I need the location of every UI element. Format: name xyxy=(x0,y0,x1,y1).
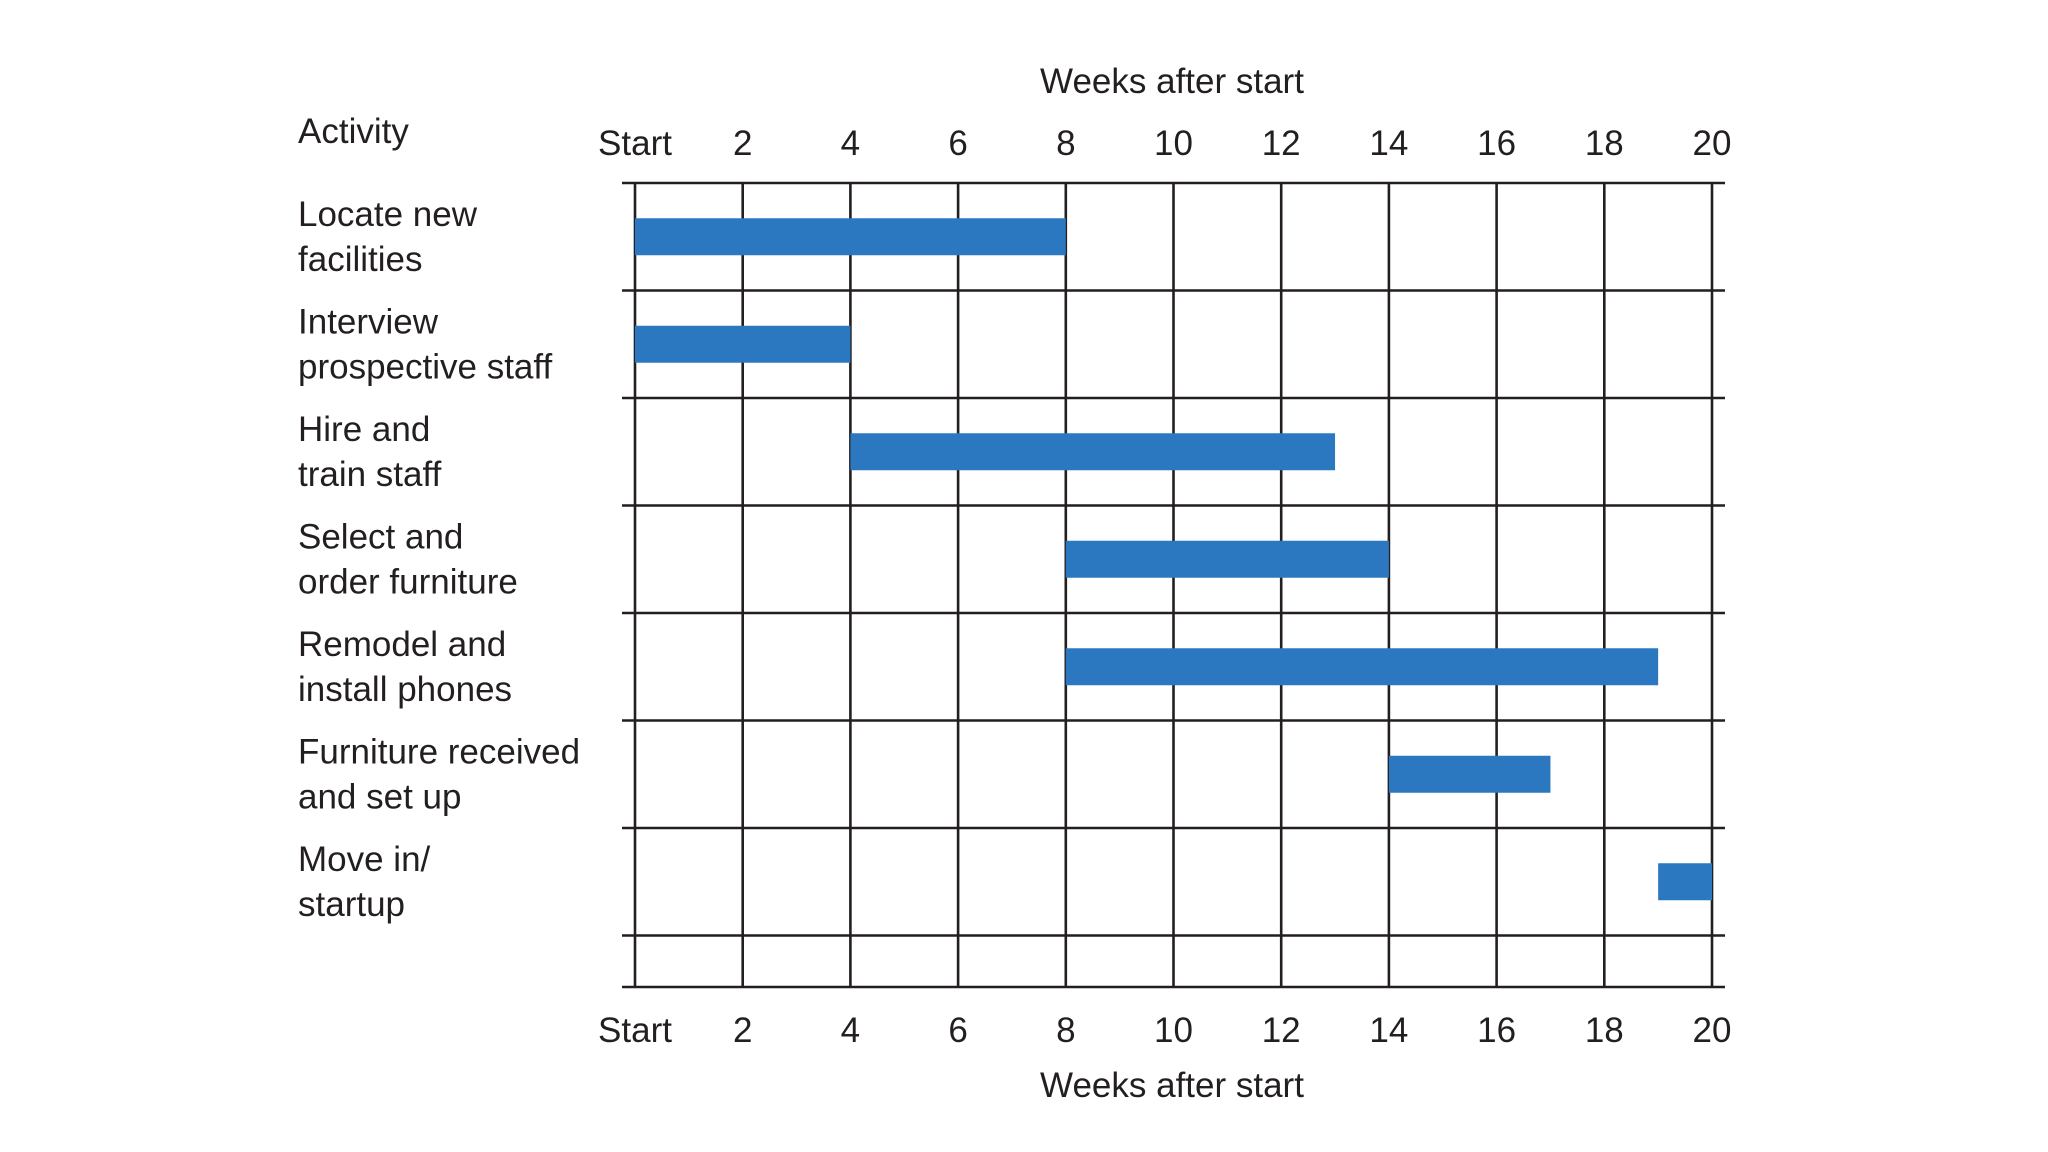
activity-label: Remodel and install phones xyxy=(298,625,512,709)
x-axis-title-bottom: Weeks after start xyxy=(1040,1066,1304,1105)
activity-label-line: and set up xyxy=(298,778,461,817)
bottom-tick-label: 16 xyxy=(1477,1011,1516,1050)
grid-lines xyxy=(622,181,1725,989)
activity-label: Furniture received and set up xyxy=(298,733,580,817)
bottom-tick-label: 2 xyxy=(733,1011,752,1050)
top-tick-label: 8 xyxy=(1056,124,1075,163)
top-tick-label: 14 xyxy=(1369,124,1408,163)
bottom-tick-label: 4 xyxy=(841,1011,860,1050)
top-tick-label: 6 xyxy=(948,124,967,163)
activity-bar xyxy=(1388,755,1551,793)
bottom-tick-label: 14 xyxy=(1369,1011,1408,1050)
activity-label-line: Hire and xyxy=(298,410,430,449)
top-tick-label: 4 xyxy=(841,124,860,163)
top-tick-label: 20 xyxy=(1693,124,1732,163)
top-tick-label: 18 xyxy=(1585,124,1624,163)
activity-bar xyxy=(1065,540,1389,578)
activity-label-line: startup xyxy=(298,885,405,924)
activity-label-line: Select and xyxy=(298,518,463,557)
activity-label-line: Move in/ xyxy=(298,840,431,879)
activity-bar xyxy=(1065,648,1659,686)
top-tick-label: Start xyxy=(598,124,672,163)
activity-bar xyxy=(850,433,1336,471)
bottom-tick-label: 18 xyxy=(1585,1011,1624,1050)
bottom-tick-label: 12 xyxy=(1262,1011,1301,1050)
top-tick-label: 10 xyxy=(1154,124,1193,163)
activity-label-line: order furniture xyxy=(298,563,518,602)
bottom-tick-label: 10 xyxy=(1154,1011,1193,1050)
activity-bar xyxy=(635,325,851,363)
bottom-tick-label: 20 xyxy=(1693,1011,1732,1050)
activity-label-line: Locate new xyxy=(298,195,478,234)
activity-bars xyxy=(635,218,1712,901)
activity-label-line: train staff xyxy=(298,455,442,494)
activity-bar xyxy=(1658,863,1712,901)
top-tick-label: 12 xyxy=(1262,124,1301,163)
activity-label: Locate new facilities xyxy=(298,195,478,279)
activity-label-line: Furniture received xyxy=(298,733,580,772)
activity-label: Move in/startup xyxy=(298,840,431,924)
bottom-tick-label: 6 xyxy=(948,1011,967,1050)
activity-label-line: Interview xyxy=(298,303,439,342)
activity-label-line: Remodel and xyxy=(298,625,506,664)
x-axis-title-top: Weeks after start xyxy=(1040,62,1304,101)
bottom-tick-label: 8 xyxy=(1056,1011,1075,1050)
activity-bar xyxy=(635,218,1066,256)
top-tick-label: 16 xyxy=(1477,124,1516,163)
top-tick-label: 2 xyxy=(733,124,752,163)
activity-label-line: install phones xyxy=(298,670,512,709)
activity-label: Hire and train staff xyxy=(298,410,442,494)
activity-label: Interview prospective staff xyxy=(298,303,552,387)
activity-column-header: Activity xyxy=(298,112,409,151)
activity-labels: Locate new facilities Interview prospective… xyxy=(298,195,580,924)
activity-label-line: prospective staff xyxy=(298,348,552,387)
activity-label-line: facilities xyxy=(298,240,422,279)
activity-label: Select and order furniture xyxy=(298,518,518,602)
bottom-tick-label: Start xyxy=(598,1011,672,1050)
tick-labels: Start Start 2 2 4 4 6 6 8 8 10 10 12 12 14 14 16 16 18 18 20… xyxy=(598,124,1731,1050)
